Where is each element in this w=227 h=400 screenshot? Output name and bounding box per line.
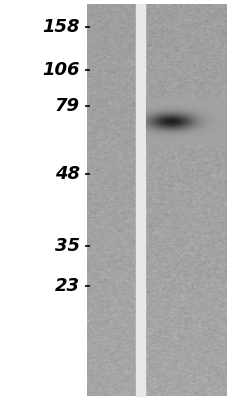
Bar (135, 4, 144, 396)
Text: 35: 35 (54, 237, 79, 255)
Text: 23: 23 (54, 277, 79, 295)
Text: 158: 158 (42, 18, 79, 36)
Bar (0, 0, 86, 400)
Text: 79: 79 (54, 97, 79, 115)
Text: 48: 48 (54, 165, 79, 183)
Text: 106: 106 (42, 61, 79, 79)
